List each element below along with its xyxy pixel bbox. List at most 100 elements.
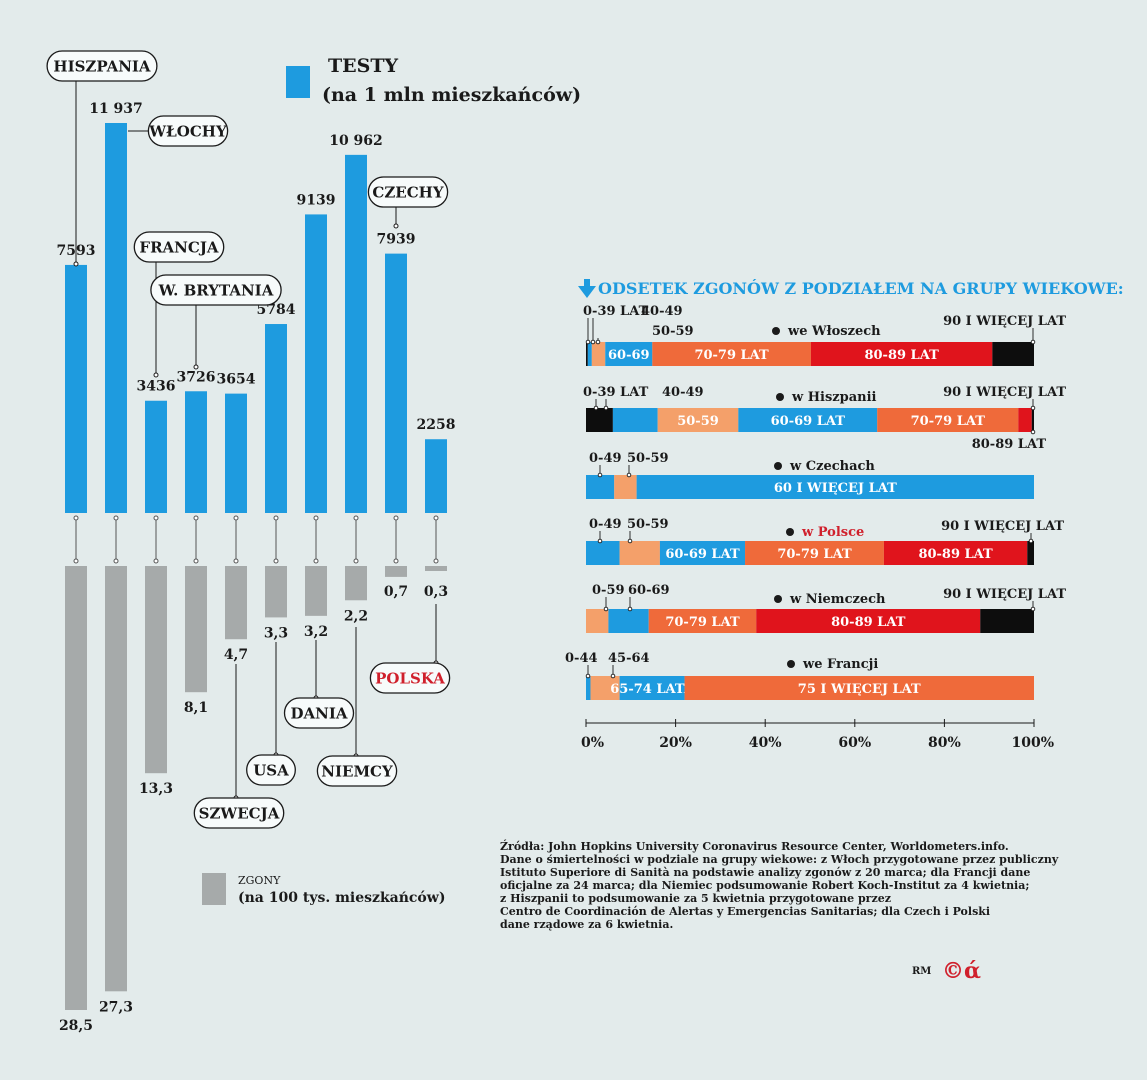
segment-leader-dot — [1030, 429, 1036, 435]
age-segment — [636, 475, 1034, 499]
legend-tests-title: TESTY — [328, 55, 399, 77]
country-label-hiszpania-frame — [46, 50, 158, 82]
country-bullet — [786, 528, 794, 536]
segment-leader-dot — [597, 538, 603, 544]
segment-leader-dot — [1028, 538, 1034, 544]
deaths-value-label: 13,3 — [139, 781, 173, 797]
age-segment-label: 75 I WIĘCEJ LAT — [798, 682, 921, 697]
country-label-niemcy-frame — [316, 755, 398, 787]
age-segment-outer-label: 40-49 — [641, 304, 683, 319]
deaths-bar — [225, 566, 247, 640]
connector-dot — [433, 558, 439, 564]
country-label-w-ochy-frame — [147, 115, 229, 147]
country-label-francja-frame — [133, 231, 225, 263]
age-segment — [619, 676, 685, 700]
age-segment-outer-label: 0-39 LAT — [583, 304, 649, 319]
age-row-country: w Czechach — [789, 459, 875, 474]
country-label-niemcy: NIEMCY — [321, 763, 393, 781]
deaths-bar — [305, 566, 327, 616]
age-segment — [648, 609, 757, 633]
tests-bar — [345, 154, 367, 513]
country-label-czechy: CZECHY — [372, 184, 443, 202]
connector-dot — [193, 515, 199, 521]
age-segment-outer-label: 50-59 — [652, 324, 694, 339]
tests-value-label: 7939 — [377, 232, 416, 248]
age-row-country: w Polsce — [801, 525, 864, 540]
deaths-bar — [265, 566, 287, 618]
segment-leader-dot — [626, 472, 632, 478]
age-segment — [652, 342, 811, 366]
country-bullet — [776, 393, 784, 401]
age-segment — [586, 676, 591, 700]
sources-line: z Hiszpanii to podsumowanie za 5 kwietni… — [500, 892, 891, 905]
connector-dot — [113, 515, 119, 521]
age-segment-label: 60-69 LAT — [665, 547, 740, 562]
age-segment — [612, 408, 658, 432]
segment-leader-dot — [627, 606, 633, 612]
tests-value-label: 3436 — [137, 379, 176, 395]
sources-line: Dane o śmiertelności w podziale na grupy… — [500, 853, 1059, 866]
country-label-hiszpania: HISZPANIA — [53, 58, 151, 76]
age-segment-outer-label: 90 I WIĘCEJ LAT — [943, 587, 1066, 602]
sources-line: oficjalne za 24 marca; dla Niemiec podsu… — [500, 879, 1030, 892]
segment-leader-dot — [590, 339, 596, 345]
sources-note: Źródła: John Hopkins University Coronavi… — [500, 840, 1100, 931]
country-label-francja: FRANCJA — [139, 239, 219, 257]
age-row-country: w Niemczech — [789, 592, 886, 607]
age-segment-outer-label: 40-49 — [662, 385, 704, 400]
age-segment — [738, 408, 878, 432]
tests-bar — [385, 253, 407, 513]
tests-bar — [265, 324, 287, 513]
deaths-value-label: 3,2 — [304, 624, 328, 640]
connector-dot — [273, 558, 279, 564]
x-axis-tick-label: 0% — [581, 735, 604, 751]
age-segment-label: 70-79 LAT — [911, 414, 986, 429]
legend-tests-subtitle: (na 1 mln mieszkańców) — [322, 84, 582, 106]
segment-leader-dot — [627, 538, 633, 544]
publisher-logo: ©ά — [942, 958, 981, 984]
deaths-value-label: 8,1 — [184, 700, 208, 716]
age-segment — [659, 541, 746, 565]
age-segment-label: 60 I WIĘCEJ LAT — [774, 481, 897, 496]
segment-leader-dot — [585, 339, 591, 345]
country-label-usa: USA — [253, 762, 289, 780]
tests-bar — [185, 391, 207, 513]
age-segment-outer-label: 0-49 — [589, 517, 622, 532]
age-segment-label: 60-69 LAT — [771, 414, 846, 429]
age-chart-title: ODSETEK ZGONÓW Z PODZIAŁEM NA GRUPY WIEK… — [598, 278, 1124, 298]
age-segment-outer-label: 45-64 — [608, 651, 650, 666]
connector-dot — [313, 515, 319, 521]
age-segment — [614, 475, 637, 499]
age-segment-outer-label: 0-44 — [565, 651, 598, 666]
deaths-value-label: 2,2 — [344, 608, 368, 624]
tests-value-label: 2258 — [417, 417, 456, 433]
connector-dot — [393, 515, 399, 521]
segment-leader-dot — [585, 673, 591, 679]
age-segment — [586, 408, 613, 432]
connector-dot — [153, 558, 159, 564]
age-segment-outer-label: 80-89 LAT — [972, 437, 1047, 452]
age-segment — [608, 609, 649, 633]
connector-dot — [233, 558, 239, 564]
deaths-value-label: 0,7 — [384, 584, 408, 600]
age-segment — [745, 541, 884, 565]
age-segment — [586, 475, 615, 499]
age-segment — [590, 676, 620, 700]
down-arrow-icon — [578, 279, 596, 298]
deaths-bar — [385, 566, 407, 577]
country-label-polska-frame — [369, 662, 451, 694]
deaths-value-label: 4,7 — [224, 647, 248, 663]
connector-dot — [353, 515, 359, 521]
tests-bar — [105, 123, 127, 513]
legend-tests-swatch — [286, 66, 310, 98]
age-segment — [1027, 541, 1034, 565]
country-bullet — [787, 660, 795, 668]
connector-dot — [113, 558, 119, 564]
age-segment — [586, 609, 609, 633]
age-segment-outer-label: 50-59 — [627, 451, 669, 466]
age-segment — [586, 342, 588, 366]
country-label-dania: DANIA — [290, 705, 347, 723]
age-segment — [877, 408, 1019, 432]
age-segment — [810, 342, 993, 366]
